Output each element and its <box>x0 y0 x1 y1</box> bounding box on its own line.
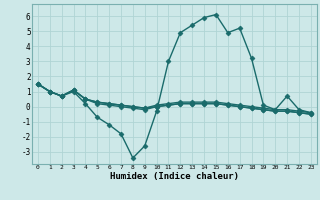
X-axis label: Humidex (Indice chaleur): Humidex (Indice chaleur) <box>110 172 239 181</box>
